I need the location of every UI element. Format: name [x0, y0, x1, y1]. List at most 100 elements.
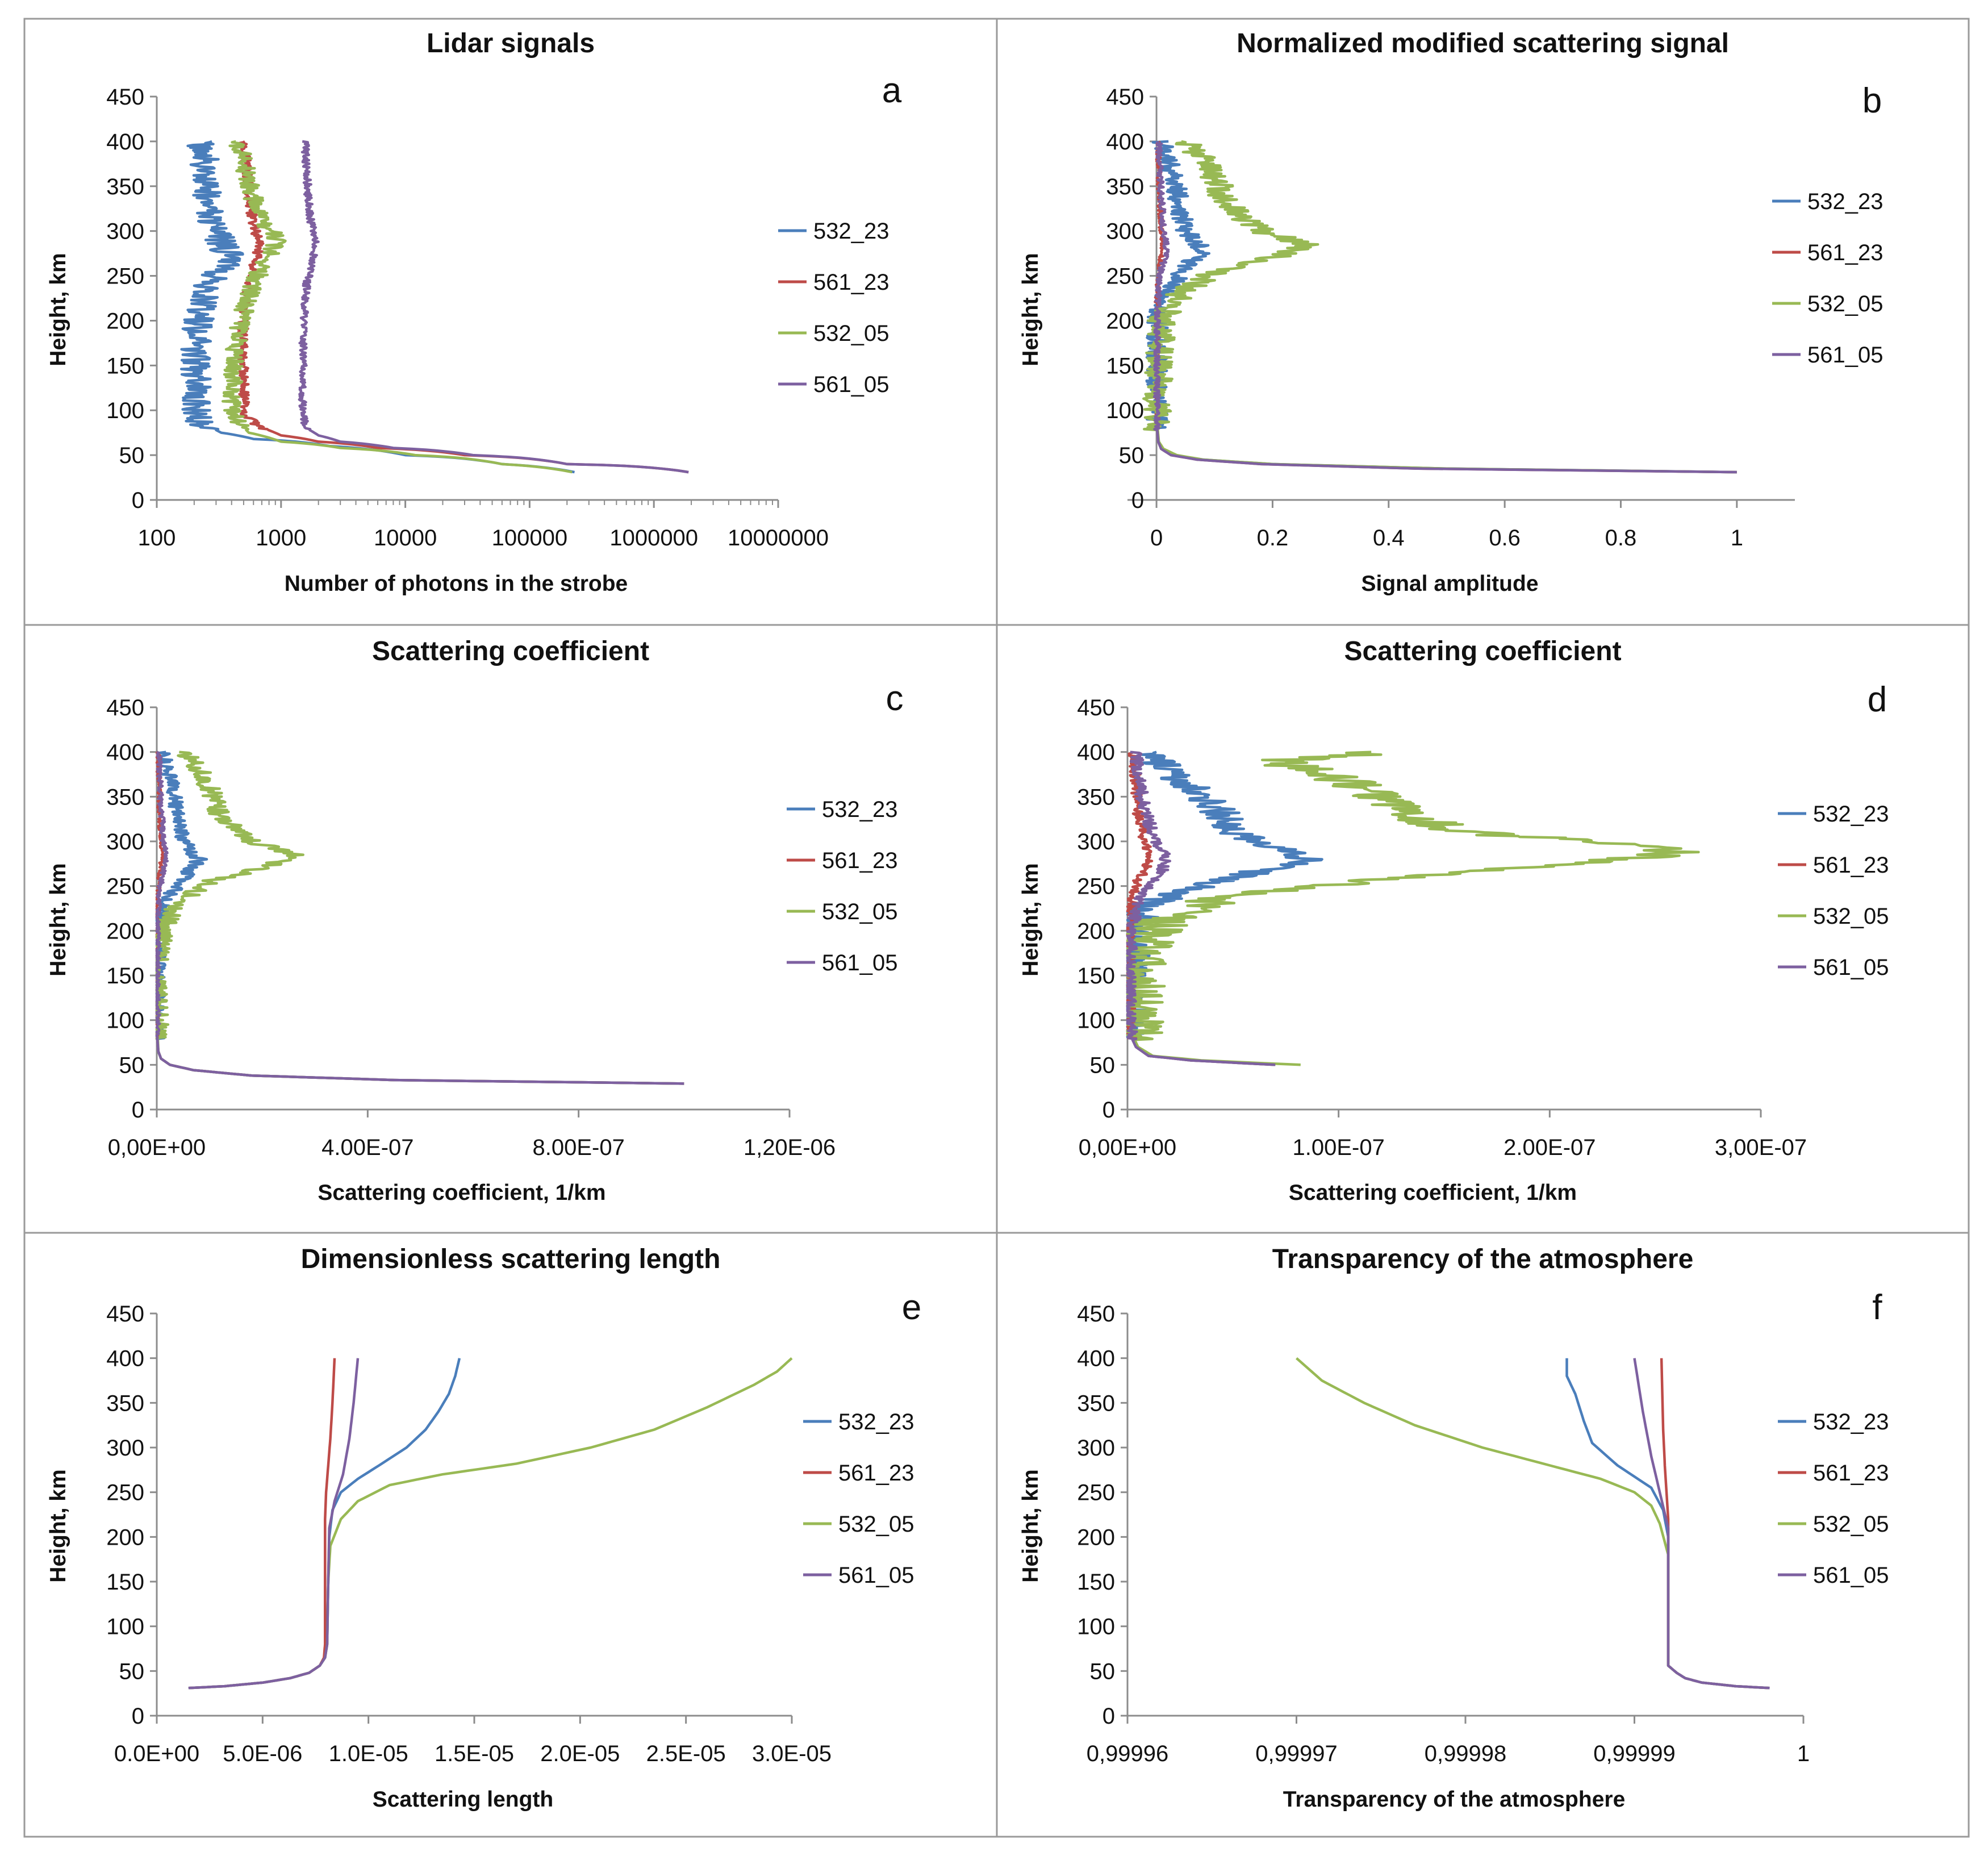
x-tick-label: 100	[138, 526, 176, 551]
y-tick-label: 150	[106, 964, 144, 989]
legend-label-532_23: 532_23	[1807, 189, 1883, 214]
series-line-532_05	[221, 140, 573, 474]
x-tick-label: 1.0E-05	[329, 1741, 408, 1766]
x-tick-label: 2.0E-05	[540, 1741, 620, 1766]
series-line-561_23	[1660, 1358, 1770, 1690]
y-tick-label: 0	[132, 1704, 144, 1729]
legend-label-561_23: 561_23	[1807, 240, 1883, 265]
x-tick-label: 8.00E-07	[532, 1135, 624, 1160]
y-tick-label: 450	[1077, 695, 1115, 720]
y-tick-label: 50	[1119, 443, 1145, 468]
y-tick-label: 0	[132, 1098, 144, 1123]
y-tick-label: 200	[1106, 308, 1144, 333]
y-tick-label: 300	[106, 829, 144, 854]
y-tick-label: 50	[119, 443, 145, 468]
chart-title-c: Scattering coefficient	[372, 636, 649, 666]
legend-label-561_05: 561_05	[1813, 955, 1889, 980]
series-line-561_05	[1152, 141, 1737, 474]
legend-label-561_05: 561_05	[838, 1563, 914, 1588]
x-tick-label: 1	[1797, 1741, 1810, 1766]
x-tick-label: 1000000	[609, 526, 698, 551]
legend-label-532_05: 532_05	[1813, 904, 1889, 929]
x-tick-label: 0,99998	[1425, 1741, 1507, 1766]
panel-letter-c: c	[886, 679, 904, 718]
legend-label-532_05: 532_05	[1813, 1512, 1889, 1537]
y-tick-label: 100	[1106, 398, 1144, 423]
x-tick-label: 100000	[492, 526, 567, 551]
y-tick-label: 0	[1131, 488, 1144, 513]
y-tick-label: 350	[1077, 785, 1115, 810]
y-tick-label: 400	[106, 130, 144, 155]
legend-label-561_05: 561_05	[1807, 343, 1883, 368]
series-line-532_05	[1142, 140, 1737, 474]
legend-label-561_23: 561_23	[813, 270, 889, 295]
x-axis-title-c: Scattering coefficient, 1/km	[318, 1181, 605, 1205]
legend-label-561_05: 561_05	[1813, 1563, 1889, 1588]
y-tick-label: 300	[106, 1436, 144, 1461]
x-tick-label: 5.0E-06	[223, 1741, 302, 1766]
series-line-561_05	[1633, 1358, 1770, 1690]
y-tick-label: 450	[1077, 1302, 1115, 1327]
y-tick-label: 50	[1090, 1053, 1116, 1078]
y-tick-label: 300	[1077, 829, 1115, 854]
panel-letter-f: f	[1872, 1288, 1882, 1327]
y-tick-label: 450	[106, 695, 144, 720]
y-tick-label: 150	[1077, 964, 1115, 989]
panel-letter-b: b	[1862, 81, 1882, 120]
x-tick-label: 3.0E-05	[752, 1741, 832, 1766]
x-axis-title-f: Transparency of the atmosphere	[1283, 1787, 1626, 1812]
legend-label-561_23: 561_23	[1813, 853, 1889, 878]
legend-label-532_23: 532_23	[1813, 1409, 1889, 1434]
y-tick-label: 250	[106, 1481, 144, 1505]
series-line-532_05	[1296, 1357, 1770, 1690]
legend-label-561_05: 561_05	[813, 372, 889, 397]
x-tick-label: 1	[1731, 526, 1743, 551]
x-tick-label: 0.0E+00	[114, 1741, 199, 1766]
x-tick-label: 3,00E-07	[1715, 1135, 1807, 1160]
legend-label-532_23: 532_23	[838, 1409, 914, 1434]
x-tick-label: 2.00E-07	[1503, 1135, 1596, 1160]
y-tick-label: 250	[1106, 264, 1144, 289]
legend-label-532_05: 532_05	[822, 899, 897, 924]
series-line-561_05	[188, 1358, 360, 1690]
y-tick-label: 200	[106, 1525, 144, 1550]
y-tick-label: 350	[106, 174, 144, 199]
y-tick-label: 250	[1077, 1481, 1115, 1505]
y-tick-label: 100	[1077, 1008, 1115, 1033]
y-tick-label: 250	[106, 264, 144, 289]
legend-label-561_23: 561_23	[822, 848, 897, 873]
panel-letter-e: e	[902, 1288, 921, 1327]
series-line-532_23	[179, 140, 575, 474]
y-tick-label: 100	[106, 398, 144, 423]
y-tick-label: 0	[1102, 1098, 1115, 1123]
series-line-561_05	[298, 140, 689, 474]
y-tick-label: 250	[106, 874, 144, 899]
x-axis-title-d: Scattering coefficient, 1/km	[1289, 1181, 1577, 1205]
x-tick-label: 0.2	[1257, 526, 1289, 551]
legend-label-532_23: 532_23	[1813, 802, 1889, 827]
y-tick-label: 100	[106, 1008, 144, 1033]
y-tick-label: 450	[1106, 85, 1144, 110]
panel-letter-a: a	[882, 71, 902, 110]
series-line-561_05	[155, 750, 684, 1085]
y-tick-label: 200	[1077, 919, 1115, 944]
y-tick-label: 450	[106, 85, 144, 110]
y-tick-label: 450	[106, 1302, 144, 1327]
legend-label-532_05: 532_05	[1807, 291, 1883, 316]
y-tick-label: 50	[119, 1659, 145, 1684]
legend-label-532_05: 532_05	[813, 321, 889, 346]
y-tick-label: 150	[106, 1570, 144, 1595]
y-tick-label: 0	[132, 488, 144, 513]
x-tick-label: 0,99997	[1255, 1741, 1338, 1766]
y-axis-title-f: Height, km	[1018, 1469, 1043, 1582]
x-tick-label: 0,00E+00	[108, 1135, 206, 1160]
chart-title-f: Transparency of the atmosphere	[1272, 1244, 1694, 1274]
y-tick-label: 200	[1077, 1525, 1115, 1550]
x-axis-title-a: Number of photons in the strobe	[285, 572, 628, 596]
y-axis-title-a: Height, km	[46, 253, 70, 366]
y-tick-label: 350	[1106, 174, 1144, 199]
